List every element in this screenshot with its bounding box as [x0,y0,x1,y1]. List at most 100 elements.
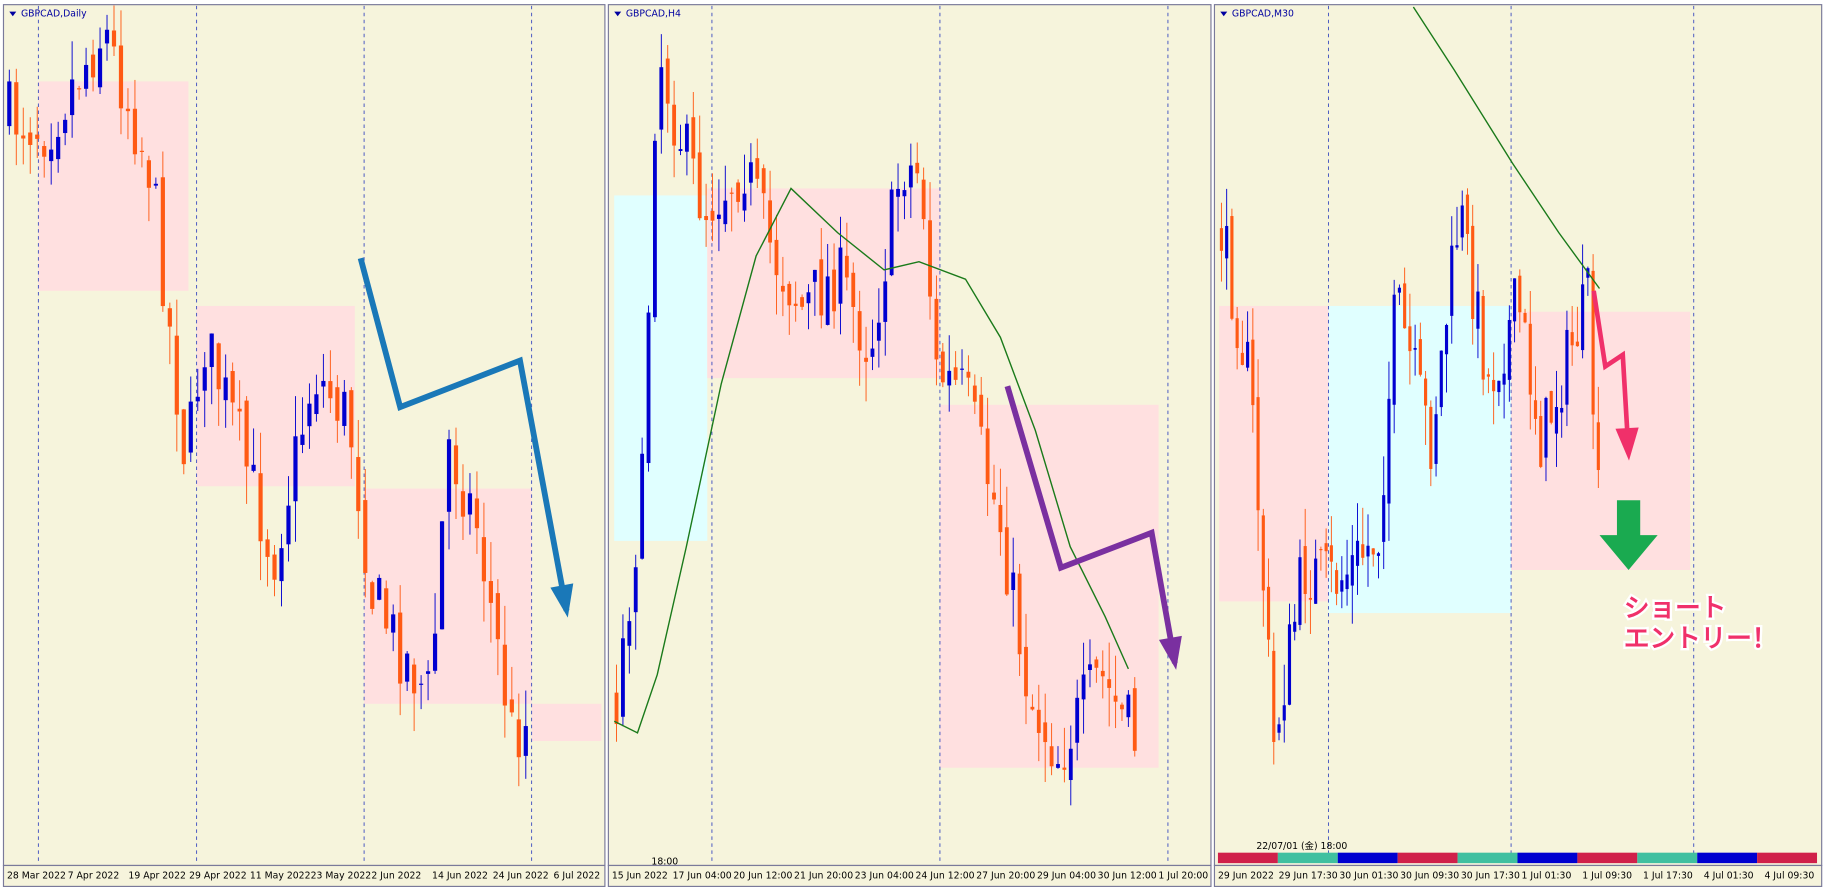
candle-body [70,79,75,116]
x-axis-label: 29 Jun 2022 [1218,870,1274,881]
candle-body [1107,679,1112,688]
candle-body [832,269,836,312]
candle-body [748,162,753,183]
x-axis-label: 1 Jul 17:30 [1643,870,1693,881]
candle-body [1043,722,1048,743]
candle-body [516,719,521,758]
candle-body [1581,284,1585,351]
candle-body [202,367,207,391]
zone-box [707,188,940,379]
trend-arrow [1591,290,1631,454]
x-axis-label: 24 Jun 2022 [493,870,549,881]
candle-body [1340,580,1344,592]
x-axis-label: 20 Jun 12:00 [733,870,792,881]
candle-body [146,160,151,188]
candle-body [349,390,354,448]
candle-body [1277,724,1281,733]
candle-body [398,612,403,684]
session-bar [1517,852,1578,864]
chart-panel: GBPCAD,H4 15 Jun 2022 17 Jun 04:00 20 Jun 1… [607,4,1212,887]
x-axis-label: 15 Jun 2022 [612,870,668,881]
candle-body [14,82,19,135]
candle-body [1240,352,1244,365]
candle-body [864,357,868,362]
candle-body [921,179,926,220]
candle-body [774,239,779,276]
candle-body [460,491,466,517]
candle-body [1251,339,1255,406]
annotation-text: ショート [1624,594,1726,624]
candle-body [251,464,256,471]
candle-body [1272,650,1276,742]
candle-body [1230,216,1234,319]
candle-body [195,396,200,402]
candle-body [384,588,389,629]
candle-body [293,436,298,502]
candle-body [1113,695,1118,702]
candle-body [1424,378,1428,406]
candle-body [223,377,228,401]
candle-body [1502,373,1506,385]
candle-body [896,188,900,197]
candle-body [787,283,792,306]
time-label: 22/07/01 (金) 18:00 [1256,840,1347,852]
candle-body [684,123,689,152]
x-axis-label: 4 Jul 01:30 [1704,870,1754,881]
trend-arrow [357,257,570,612]
x-axis-label: 23 Jun 04:00 [855,870,914,881]
candle-body [1366,545,1370,557]
candle-body [1011,572,1016,590]
candle-body [1319,549,1323,551]
candle-body [1481,296,1485,380]
annotation-text: エントリー！ [1624,624,1777,654]
candle-body [1329,545,1333,562]
candle-body [1528,323,1532,395]
axis-strip [607,864,1212,887]
trend-arrow-head [1158,635,1182,670]
candle-body [1298,557,1302,625]
candle-body [279,548,284,582]
candle-body [614,692,619,725]
candle-body [97,48,103,88]
candle-body [314,394,319,415]
candle-body [1434,414,1438,464]
session-bar [1217,852,1278,864]
candle-body [425,671,431,674]
candle-body [876,322,881,341]
candle-body [1392,294,1396,405]
candle-body [716,214,721,219]
candle-body [230,371,235,403]
candle-body [488,581,493,603]
candle-body [77,88,82,90]
candle-body [1261,515,1265,591]
candle-body [188,401,193,453]
candle-body [1554,407,1559,434]
panel-title: GBPCAD,M30 [1232,8,1294,19]
candle-body [966,371,971,378]
candle-body [181,409,186,465]
candle-body [1533,400,1538,419]
panel-title: GBPCAD,H4 [626,8,681,19]
candle-body [844,255,849,278]
candle-body [1335,570,1339,594]
candle-body [1465,194,1470,234]
moving-average [1412,6,1601,289]
candle-body [244,400,249,467]
zone-box [1219,305,1329,602]
x-axis-label: 1 Jul 01:30 [1522,870,1572,881]
panel-title: GBPCAD,Daily [21,8,87,19]
candle-body [446,439,452,512]
candle-body [363,500,368,573]
candle-body [453,445,459,485]
candle-body [947,370,952,386]
candle-body [7,81,12,127]
candle-body [646,312,651,464]
x-axis-label: 4 Jul 09:30 [1764,870,1814,881]
candle-body [167,308,172,327]
axis-strip [1213,864,1823,887]
candle-body [1429,406,1433,469]
candle-body [1056,764,1060,768]
chart-panel: GBPCAD,Daily 28 Mar 2022 7 Apr 2022 19 Apr … [2,4,606,887]
session-bar [1457,852,1518,864]
x-axis-label: 29 Apr 2022 [189,870,246,881]
